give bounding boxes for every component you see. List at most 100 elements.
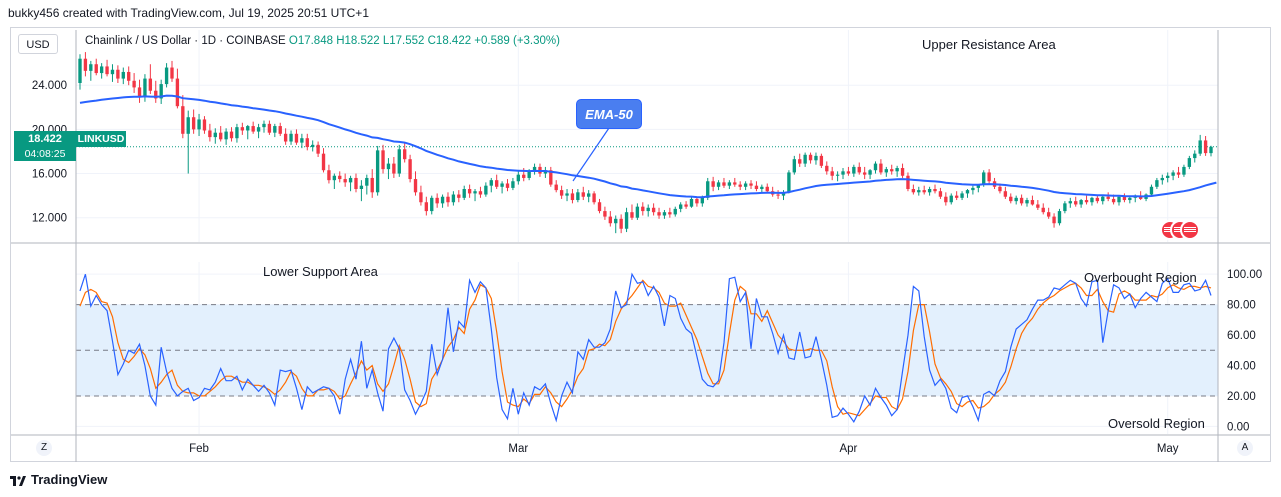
candle-body [278, 126, 282, 134]
stoch-tick-label: 0.00 [1227, 421, 1249, 433]
candle-body [1046, 212, 1051, 217]
top-bar: bukky456 created with TradingView.com, J… [0, 0, 1281, 26]
candle-body [78, 58, 82, 83]
candle-body [592, 193, 596, 203]
candle-body [879, 163, 883, 173]
candle-body [657, 212, 661, 216]
candle-body [884, 169, 888, 173]
candle-body [294, 133, 299, 143]
candle-body [148, 78, 153, 91]
candle-body [662, 212, 667, 216]
candle-body [1025, 200, 1029, 204]
candle-body [852, 166, 856, 174]
candle-body [733, 182, 737, 185]
candle-body [1009, 196, 1013, 202]
candle-body [825, 165, 829, 172]
candle-body [1198, 140, 1202, 154]
candle-body [949, 195, 953, 203]
candle-body [321, 153, 326, 171]
lower-support-label: Lower Support Area [263, 264, 378, 279]
candle-body [781, 192, 786, 196]
candle-body [175, 78, 180, 107]
candle-body [300, 138, 304, 143]
candle-body [219, 132, 223, 140]
candle-body [213, 132, 217, 138]
candle-body [1117, 196, 1121, 203]
candle-body [651, 207, 656, 213]
candle-body [576, 192, 580, 201]
candle-body [587, 193, 591, 197]
candle-body [808, 154, 813, 161]
candle-body [954, 195, 959, 198]
ema-callout: EMA-50 [576, 99, 642, 129]
candle-body [971, 187, 975, 191]
candle-body [835, 174, 840, 176]
ema-callout-pointer [572, 127, 610, 182]
candle-body [327, 170, 331, 181]
candle-body [224, 131, 228, 140]
candle-body [857, 166, 861, 173]
candle-body [711, 181, 715, 187]
candle-body [267, 123, 272, 133]
candle-body [760, 186, 764, 189]
ema-50-line [79, 94, 1217, 199]
candle-body [94, 64, 98, 74]
z-scale-button[interactable]: Z [36, 440, 52, 456]
candle-body [370, 177, 374, 193]
candle-body [803, 154, 807, 164]
candle-body [467, 189, 472, 194]
candles [76, 52, 1218, 234]
footer-brand: TradingView [10, 472, 107, 487]
candle-body [922, 190, 926, 193]
candle-body [765, 186, 769, 192]
chart-frame [10, 27, 1271, 462]
upper-resistance-label: Upper Resistance Area [922, 37, 1056, 52]
candle-body [197, 119, 201, 130]
candle-body [673, 208, 677, 215]
candle-body [933, 189, 937, 192]
candle-body [1155, 180, 1159, 187]
candle-body [170, 67, 174, 79]
candle-body [1182, 166, 1186, 175]
candle-body [208, 130, 212, 138]
price-tick-label: 12.000 [32, 213, 67, 225]
candle-body [132, 80, 136, 88]
candle-body [700, 197, 704, 204]
auto-scale-button[interactable]: A [1237, 440, 1253, 456]
candle-body [927, 189, 932, 193]
candle-body [987, 172, 991, 182]
candle-body [305, 138, 309, 148]
stoch-tick-label: 60.00 [1227, 330, 1256, 342]
candle-body [154, 90, 158, 99]
candle-body [976, 184, 980, 188]
currency-button[interactable]: USD [18, 34, 58, 54]
candle-body [684, 204, 688, 207]
time-tick-label: May [1157, 443, 1179, 455]
candle-body [478, 191, 483, 195]
candle-body [868, 170, 872, 175]
candle-body [917, 190, 921, 193]
candle-body [262, 123, 266, 128]
candle-body [1149, 186, 1154, 195]
candle-body [143, 78, 147, 98]
candle-body [116, 69, 120, 79]
candle-body [1030, 200, 1035, 205]
candle-body [1176, 172, 1181, 175]
price-tick-label: 24.000 [32, 80, 67, 92]
tradingview-logo-icon [10, 475, 26, 486]
candle-body [489, 180, 493, 186]
candle-body [678, 204, 683, 209]
candle-body [137, 87, 142, 98]
stoch-band [76, 304, 1218, 397]
oversold-label: Oversold Region [1108, 416, 1205, 431]
stoch-tick-label: 100.00 [1227, 269, 1262, 281]
candle-body [1193, 153, 1197, 159]
candle-body [911, 189, 916, 193]
candle-body [1003, 191, 1008, 197]
candle-body [938, 191, 943, 197]
candle-body [1111, 198, 1116, 203]
candle-body [457, 194, 461, 198]
candle-body [397, 149, 401, 174]
candle-body [624, 212, 629, 229]
